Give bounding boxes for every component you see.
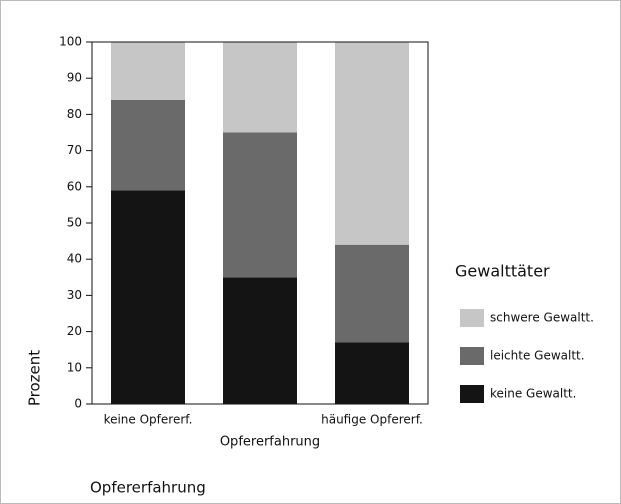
y-tick-label: 50 [67,216,82,230]
legend-label: keine Gewaltt. [490,387,576,401]
plot-frame [91,41,429,405]
y-tick-label: 0 [74,397,82,411]
legend-title: Gewalttäter [455,262,550,281]
bar-segment [223,42,297,133]
bar-segment [111,99,185,191]
y-tick-label: 60 [67,179,82,193]
bar-segment [223,132,297,278]
y-tick-label: 30 [67,288,82,302]
y-tick-label: 10 [67,360,82,374]
bar-segment [335,244,409,343]
x-axis-label: Opfererfahrung [220,435,320,450]
legend-label: schwere Gewaltt. [490,311,594,325]
caption: Opfererfahrung [90,479,206,497]
bar-segment [223,277,297,404]
y-axis-label: Prozent [26,350,44,406]
y-tick-label: 70 [67,143,82,157]
bar-segment [335,342,409,404]
y-tick-label: 90 [67,71,82,85]
legend-swatch [460,347,484,365]
y-tick-label: 100 [59,35,82,49]
y-tick-label: 80 [67,107,82,121]
x-tick-label: häufige Opfererf. [321,413,423,427]
bar-segment [111,190,185,404]
bar-segment [111,42,185,100]
y-tick-label: 40 [67,252,82,266]
bar-segment [335,42,409,245]
legend-label: leichte Gewaltt. [490,349,585,363]
x-tick-label: keine Opfererf. [104,413,193,427]
legend-swatch [460,385,484,403]
legend-swatch [460,309,484,327]
y-tick-label: 20 [67,324,82,338]
